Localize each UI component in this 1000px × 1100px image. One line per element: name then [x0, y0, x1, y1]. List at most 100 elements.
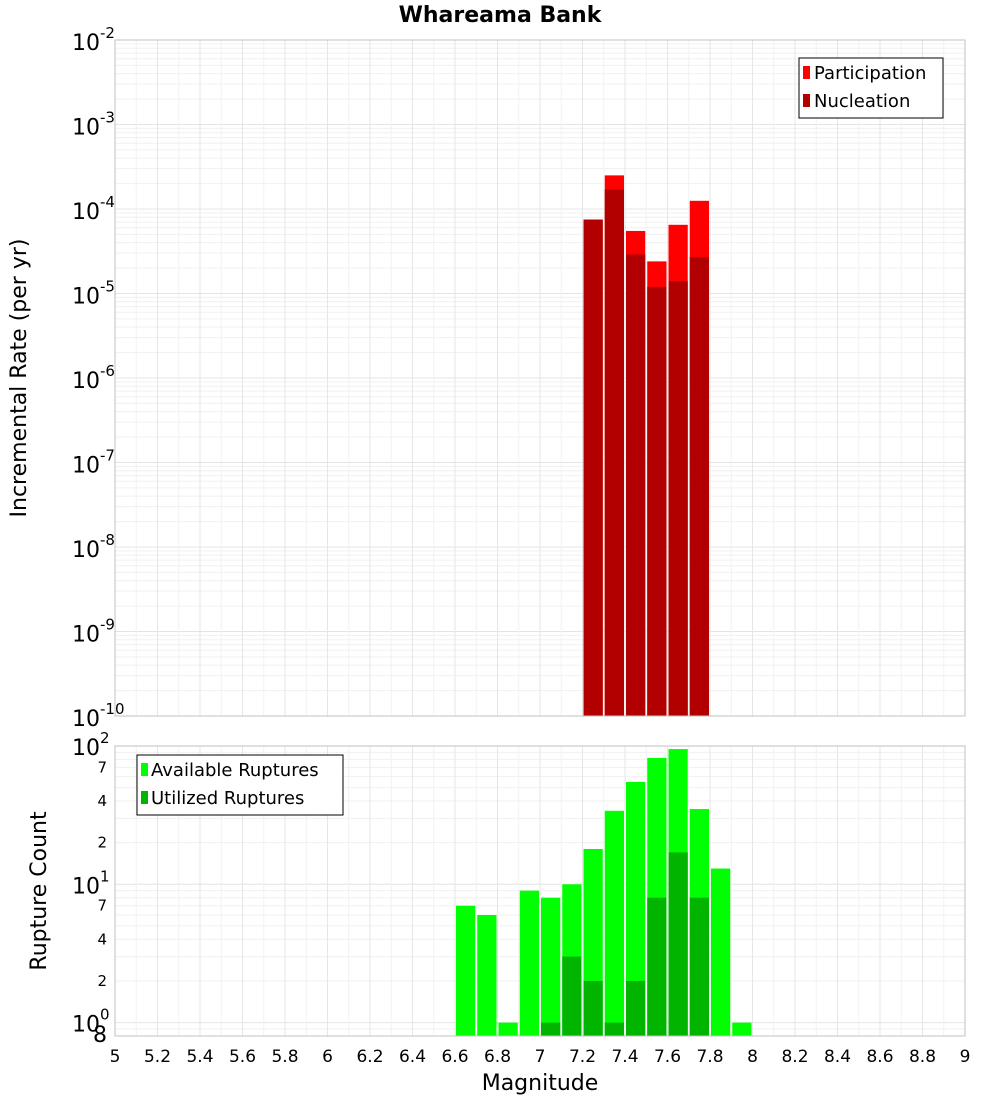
y-tick-base: 10 — [72, 454, 100, 479]
y-tick-base: 10 — [72, 623, 100, 648]
y-tick-base: 10 — [72, 1013, 100, 1038]
y-tick-exponent: -3 — [100, 109, 115, 127]
y-tick-label: 10-3 — [72, 109, 115, 141]
y-tick-base: 10 — [72, 736, 100, 761]
y-tick-base: 10 — [72, 200, 100, 225]
y-tick-base: 10 — [72, 707, 100, 732]
legend-label-utilized-ruptures: Utilized Ruptures — [151, 788, 304, 809]
y-tick-exponent: -7 — [100, 447, 115, 465]
bar-available-ruptures — [711, 868, 731, 1036]
bottom-plot-frame — [114, 745, 966, 1037]
bottom-plot-y-axis-label: Rupture Count — [27, 811, 52, 971]
y-tick-base: 10 — [72, 31, 100, 56]
top-plot-legend: Participation Nucleation — [798, 57, 944, 119]
y-tick-label: 10-10 — [72, 700, 125, 732]
x-tick-label: 8.2 — [781, 1047, 808, 1067]
bar-utilized-ruptures — [562, 956, 582, 1036]
y-minor-tick-label: 7 — [97, 758, 107, 776]
bottom-plot-x-ticks: 5 5.2 5.4 5.6 5.8 6 6.2 6.4 6.6 6.8 7 7.2 7.4 7.6 7.8 8… — [110, 1047, 971, 1067]
bar-utilized-ruptures — [689, 897, 709, 1036]
x-tick-label: 5.8 — [271, 1047, 298, 1067]
legend-label-participation: Participation — [814, 63, 926, 84]
x-tick-label: 6.2 — [356, 1047, 383, 1067]
x-tick-label: 8.4 — [824, 1047, 851, 1067]
bar-nucleation — [689, 257, 709, 716]
x-tick-label: 6 — [322, 1047, 333, 1067]
bar-utilized-ruptures — [583, 980, 603, 1036]
top-plot-bars — [583, 175, 709, 717]
bar-available-ruptures — [626, 781, 646, 1036]
y-minor-tick-label: 2 — [97, 834, 107, 852]
x-tick-label: 5.6 — [229, 1047, 256, 1067]
x-tick-label: 5.4 — [186, 1047, 213, 1067]
y-tick-exponent: -5 — [100, 278, 115, 296]
y-tick-label: 10-9 — [72, 616, 115, 648]
top-plot-grid — [114, 40, 966, 717]
top-plot-y-ticks: 10-210-310-410-510-610-710-810-910-10 — [72, 24, 125, 732]
bar-utilized-ruptures — [626, 980, 646, 1036]
y-tick-base: 10 — [72, 116, 100, 141]
bar-utilized-ruptures — [541, 1022, 561, 1036]
x-tick-label: 7.6 — [654, 1047, 681, 1067]
x-tick-label: 7.8 — [696, 1047, 723, 1067]
legend-frame — [798, 57, 944, 119]
bar-available-ruptures — [456, 905, 476, 1036]
bar-available-ruptures — [498, 1022, 518, 1036]
x-tick-label: 7.4 — [611, 1047, 638, 1067]
y-tick-label: 10-6 — [72, 362, 115, 394]
legend-swatch-nucleation — [803, 94, 810, 107]
bar-available-ruptures — [519, 890, 539, 1036]
bottom-plot-x-axis-label: Magnitude — [482, 1071, 599, 1096]
y-tick-label: 10-8 — [72, 531, 115, 563]
y-tick-exponent: 0 — [100, 1006, 110, 1024]
y-tick-exponent: -8 — [100, 531, 115, 549]
y-tick-base: 10 — [72, 874, 100, 899]
x-tick-label: 6.4 — [399, 1047, 426, 1067]
y-tick-label: 101 — [72, 867, 110, 899]
bar-utilized-ruptures — [647, 897, 667, 1036]
y-tick-label: 10-5 — [72, 278, 115, 310]
y-tick-exponent: 2 — [100, 729, 110, 747]
bar-available-ruptures — [541, 897, 561, 1036]
y-tick-exponent: -4 — [100, 193, 115, 211]
x-tick-label: 5.2 — [144, 1047, 171, 1067]
bottom-plot-bars — [456, 749, 752, 1036]
y-minor-tick-label: 4 — [97, 792, 107, 810]
y-minor-tick-label: 8 — [93, 1023, 107, 1048]
bar-available-ruptures — [604, 810, 624, 1036]
x-tick-label: 6.8 — [484, 1047, 511, 1067]
y-tick-exponent: -2 — [100, 24, 115, 42]
y-tick-exponent: -10 — [100, 700, 125, 718]
bar-nucleation — [668, 281, 688, 716]
y-tick-label: 100 — [72, 1006, 110, 1038]
legend-frame — [136, 754, 344, 816]
chart-title: Whareama Bank — [399, 3, 603, 28]
y-tick-base: 10 — [72, 285, 100, 310]
x-tick-label: 5 — [110, 1047, 121, 1067]
legend-label-available-ruptures: Available Ruptures — [151, 760, 319, 781]
top-plot-frame — [114, 39, 966, 717]
y-tick-exponent: -6 — [100, 362, 115, 380]
y-tick-base: 10 — [72, 369, 100, 394]
x-tick-label: 8.6 — [866, 1047, 893, 1067]
y-tick-base: 10 — [72, 538, 100, 563]
y-minor-tick-label: 2 — [97, 972, 107, 990]
x-tick-label: 9 — [960, 1047, 971, 1067]
bar-nucleation — [604, 189, 624, 716]
y-tick-label: 10-4 — [72, 193, 115, 225]
y-tick-label: 10-2 — [72, 24, 115, 56]
bar-nucleation — [626, 254, 646, 716]
bar-utilized-ruptures — [604, 1022, 624, 1036]
bar-nucleation — [583, 219, 603, 717]
legend-swatch-participation — [803, 66, 810, 79]
x-tick-label: 8.8 — [909, 1047, 936, 1067]
bottom-plot-legend: Available Ruptures Utilized Ruptures — [136, 754, 344, 816]
y-tick-exponent: -9 — [100, 616, 115, 634]
x-tick-label: 7 — [535, 1047, 546, 1067]
y-minor-tick-label: 4 — [97, 930, 107, 948]
bar-nucleation — [647, 286, 667, 716]
x-tick-label: 6.6 — [441, 1047, 468, 1067]
bar-available-ruptures — [477, 914, 497, 1036]
